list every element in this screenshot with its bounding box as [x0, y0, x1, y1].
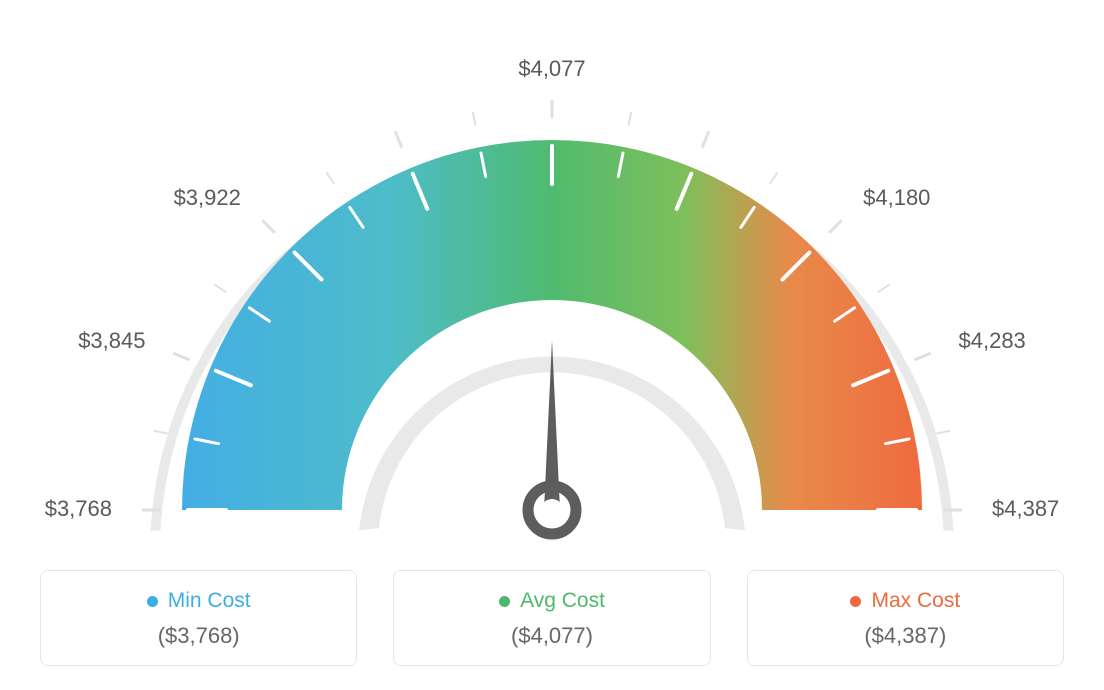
avg-cost-value: ($4,077) [511, 623, 593, 649]
gauge-tick-label: $3,768 [34, 496, 112, 522]
avg-cost-label: Avg Cost [520, 589, 605, 613]
summary-cards-row: Min Cost ($3,768) Avg Cost ($4,077) Max … [0, 570, 1104, 666]
gauge-tick-label: $3,922 [163, 185, 241, 211]
min-dot-icon [147, 596, 158, 607]
avg-dot-icon [499, 596, 510, 607]
max-cost-value: ($4,387) [864, 623, 946, 649]
gauge-tick-label: $4,387 [992, 496, 1059, 522]
max-cost-label: Max Cost [871, 589, 960, 613]
min-cost-label: Min Cost [168, 589, 251, 613]
min-cost-value: ($3,768) [158, 623, 240, 649]
gauge-tick-label: $4,283 [959, 328, 1026, 354]
gauge-tick-label: $4,180 [863, 185, 930, 211]
avg-cost-card: Avg Cost ($4,077) [393, 570, 710, 666]
gauge-svg [102, 40, 1002, 580]
gauge-chart: $3,768 $3,845 $3,922 $4,077 $4,180 $4,283 $4,3… [0, 0, 1104, 560]
gauge-tick-label: $4,077 [512, 56, 592, 82]
max-cost-card: Max Cost ($4,387) [747, 570, 1064, 666]
max-dot-icon [850, 596, 861, 607]
gauge-tick-label: $3,845 [67, 328, 145, 354]
min-cost-card: Min Cost ($3,768) [40, 570, 357, 666]
